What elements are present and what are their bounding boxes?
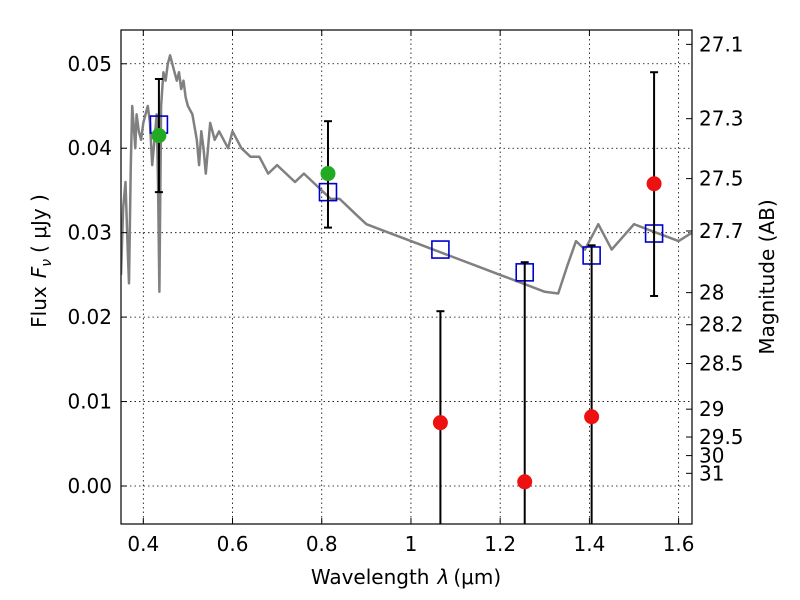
y-tick-label: 0.00: [67, 474, 112, 498]
template-spectrum-line: [121, 54, 692, 295]
right-tick-label: 27.5: [699, 167, 744, 191]
model-point: [431, 240, 450, 259]
x-tick-label: 1.2: [484, 532, 516, 556]
y-tick-label: 0.03: [67, 221, 112, 245]
right-tick-label: 30: [699, 444, 724, 468]
x-axis-label: Wavelength λ (μm): [311, 565, 501, 589]
detection-point: [151, 128, 167, 144]
upper-limit-point: [517, 474, 533, 490]
right-tick-label: 27.7: [699, 219, 744, 243]
right-tick-label: 27.3: [699, 107, 744, 131]
y-tick-label: 0.02: [67, 305, 112, 329]
right-tick-label: 28: [699, 281, 724, 305]
y-tick-label: 0.05: [67, 52, 112, 76]
x-tick-label: 1.6: [663, 532, 695, 556]
ticks: 0.4 0.6 0.8 1 1.2 1.4 1.6 0.00 0.01 0.02 0.03 0.04 0…: [67, 30, 744, 556]
x-tick-label: 1.4: [573, 532, 605, 556]
plot-area: [121, 54, 692, 524]
grid: [121, 30, 692, 524]
plot-frame: [120, 29, 693, 525]
right-tick-label: 29.5: [699, 425, 744, 449]
detection-point: [320, 166, 336, 182]
upper-limit-point: [584, 409, 600, 425]
y-axis-label: FluxFν( μJy ): [27, 194, 55, 328]
upper-limit-point: [646, 176, 662, 192]
x-tick-label: 0.8: [306, 532, 338, 556]
right-tick-label: 27.1: [699, 32, 744, 56]
y-tick-label: 0.01: [67, 390, 112, 414]
right-tick-label: 31: [699, 461, 724, 485]
x-tick-label: 0.6: [217, 532, 249, 556]
right-tick-label: 28.5: [699, 352, 744, 376]
y-tick-label: 0.04: [67, 136, 112, 160]
right-tick-label: 28.2: [699, 313, 744, 337]
right-tick-label: 29: [699, 397, 724, 421]
upper-limit-point: [432, 415, 448, 431]
right-axis-label: Magnitude (AB): [755, 199, 779, 354]
x-tick-label: 0.4: [127, 532, 159, 556]
x-tick-label: 1: [405, 532, 418, 556]
